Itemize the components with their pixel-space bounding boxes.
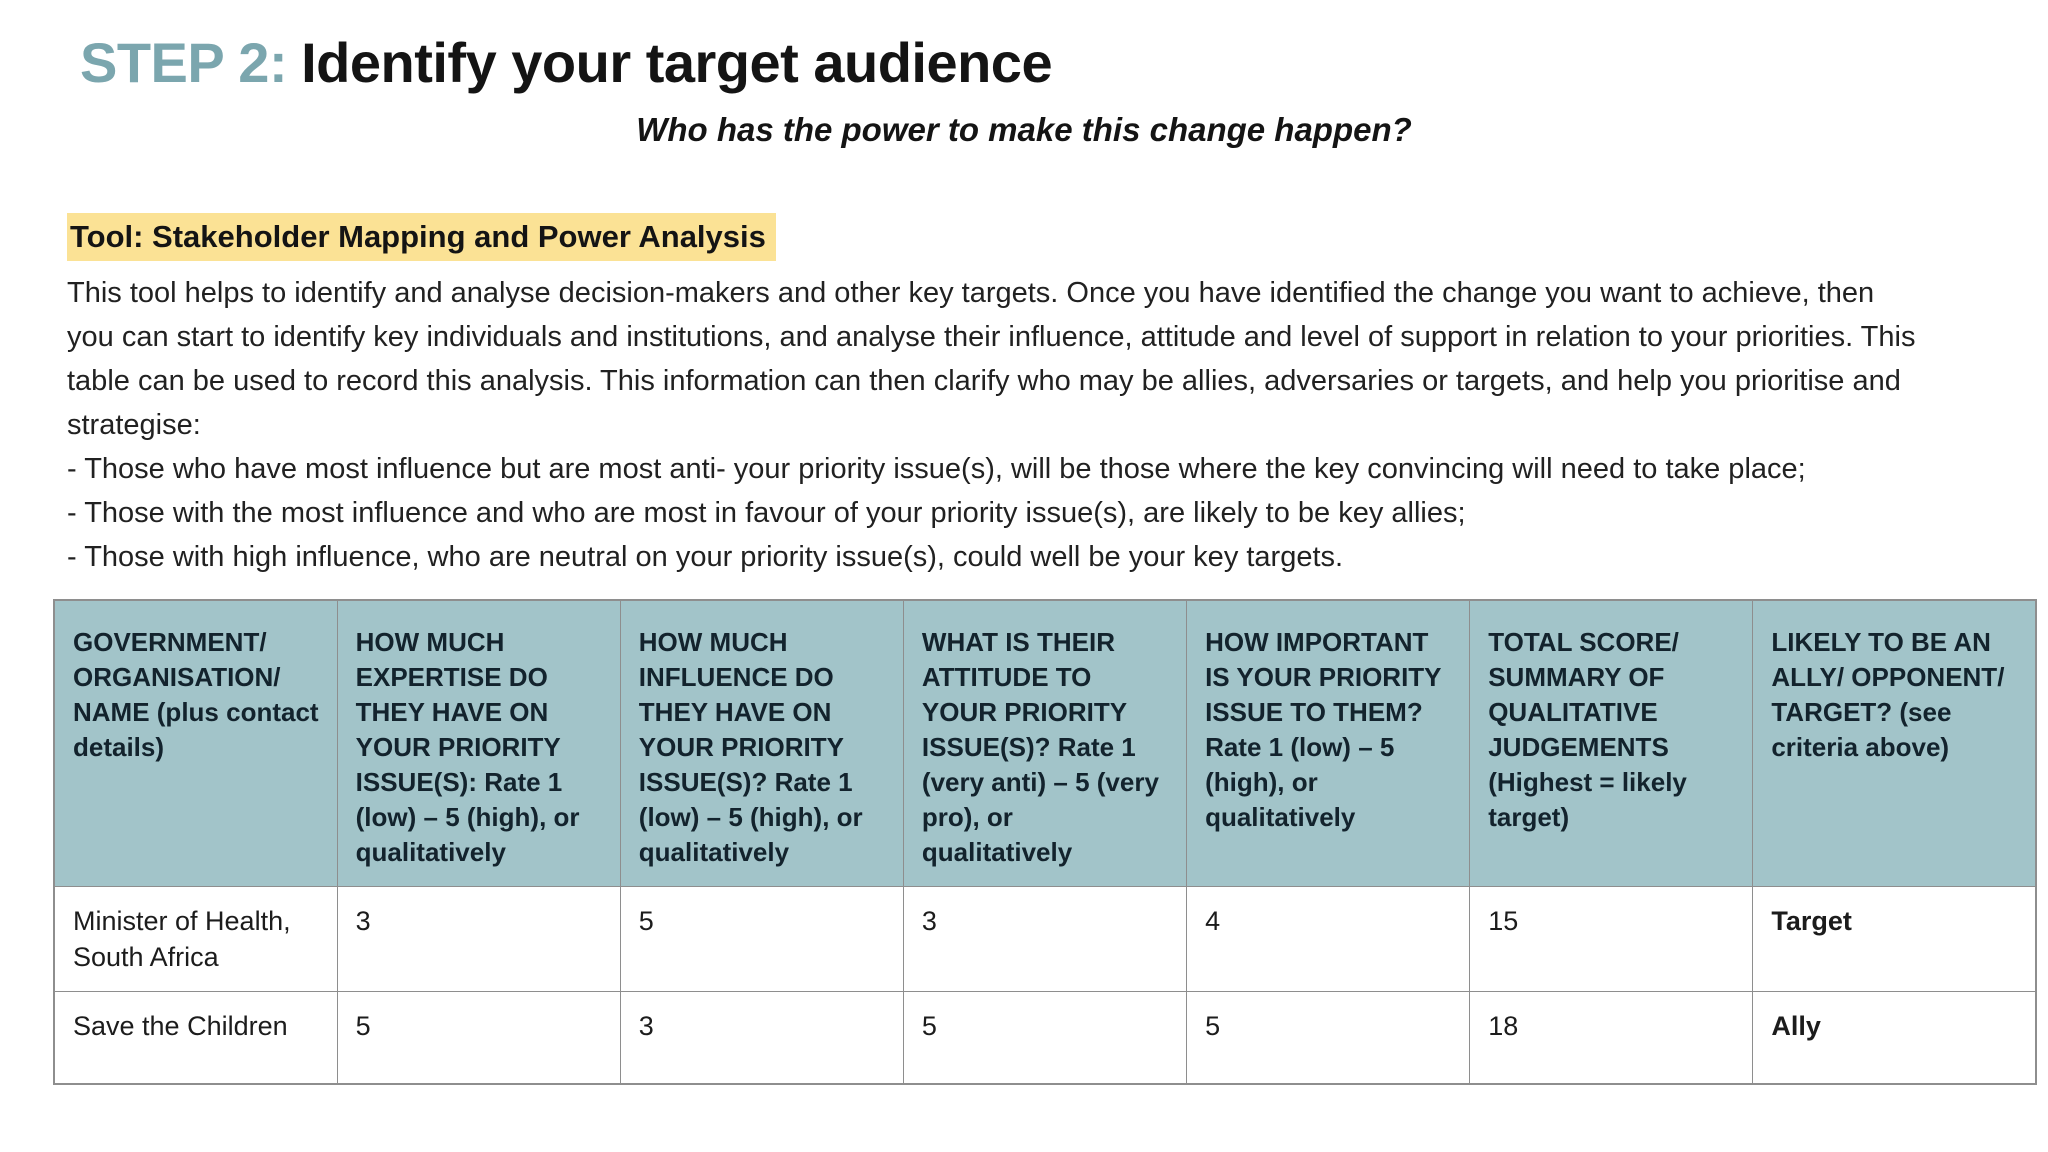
column-header-importance: HOW IMPORTANT IS YOUR PRIORITY ISSUE TO … [1186,599,1471,887]
bullet-item: - Those who have most influence but are … [67,453,1806,485]
cell-classification: Target [1752,886,2037,992]
cell-expertise: 5 [336,991,621,1084]
cell-classification: Ally [1752,991,2037,1084]
page-title: STEP 2: Identify your target audience [80,30,2048,95]
subtitle: Who has the power to make this change ha… [636,111,1412,148]
step-label: STEP 2: [80,31,288,94]
column-header-attitude: WHAT IS THEIR ATTITUDE TO YOUR PRIORITY … [902,599,1188,887]
stakeholder-table: GOVERNMENT/ ORGANISATION/ NAME (plus con… [53,599,2037,1085]
table-header-row: GOVERNMENT/ ORGANISATION/ NAME (plus con… [53,599,2037,887]
table-row: Minister of Health, South Africa 3 5 3 4… [53,886,2037,992]
cell-total-score: 15 [1469,886,1754,992]
cell-influence: 5 [619,886,904,992]
cell-organisation: Save the Children [53,991,338,1084]
title-text: Identify your target audience [301,31,1053,94]
bullet-item: - Those with the most influence and who … [67,497,1466,529]
cell-importance: 5 [1186,991,1471,1084]
intro-paragraph: This tool helps to identify and analyse … [67,277,1916,441]
column-header-organisation: GOVERNMENT/ ORGANISATION/ NAME (plus con… [53,599,338,887]
bullet-list: - Those who have most influence but are … [67,447,1937,579]
cell-expertise: 3 [336,886,621,992]
column-header-total-score: TOTAL SCORE/ SUMMARY OF QUALITATIVE JUDG… [1469,599,1754,887]
bullet-item: - Those with high influence, who are neu… [67,541,1344,573]
cell-total-score: 18 [1469,991,1754,1084]
column-header-expertise: HOW MUCH EXPERTISE DO THEY HAVE ON YOUR … [336,599,621,887]
column-header-influence: HOW MUCH INFLUENCE DO THEY HAVE ON YOUR … [619,599,904,887]
tool-heading: Tool: Stakeholder Mapping and Power Anal… [67,213,2048,261]
cell-importance: 4 [1186,886,1471,992]
cell-organisation: Minister of Health, South Africa [53,886,338,992]
cell-attitude: 5 [902,991,1188,1084]
tool-heading-highlight: Tool: Stakeholder Mapping and Power Anal… [67,213,776,261]
cell-attitude: 3 [902,886,1188,992]
table-row: Save the Children 5 3 5 5 18 Ally [53,991,2037,1084]
cell-influence: 3 [619,991,904,1084]
column-header-ally-opponent-target: LIKELY TO BE AN ALLY/ OPPONENT/ TARGET? … [1752,599,2037,887]
